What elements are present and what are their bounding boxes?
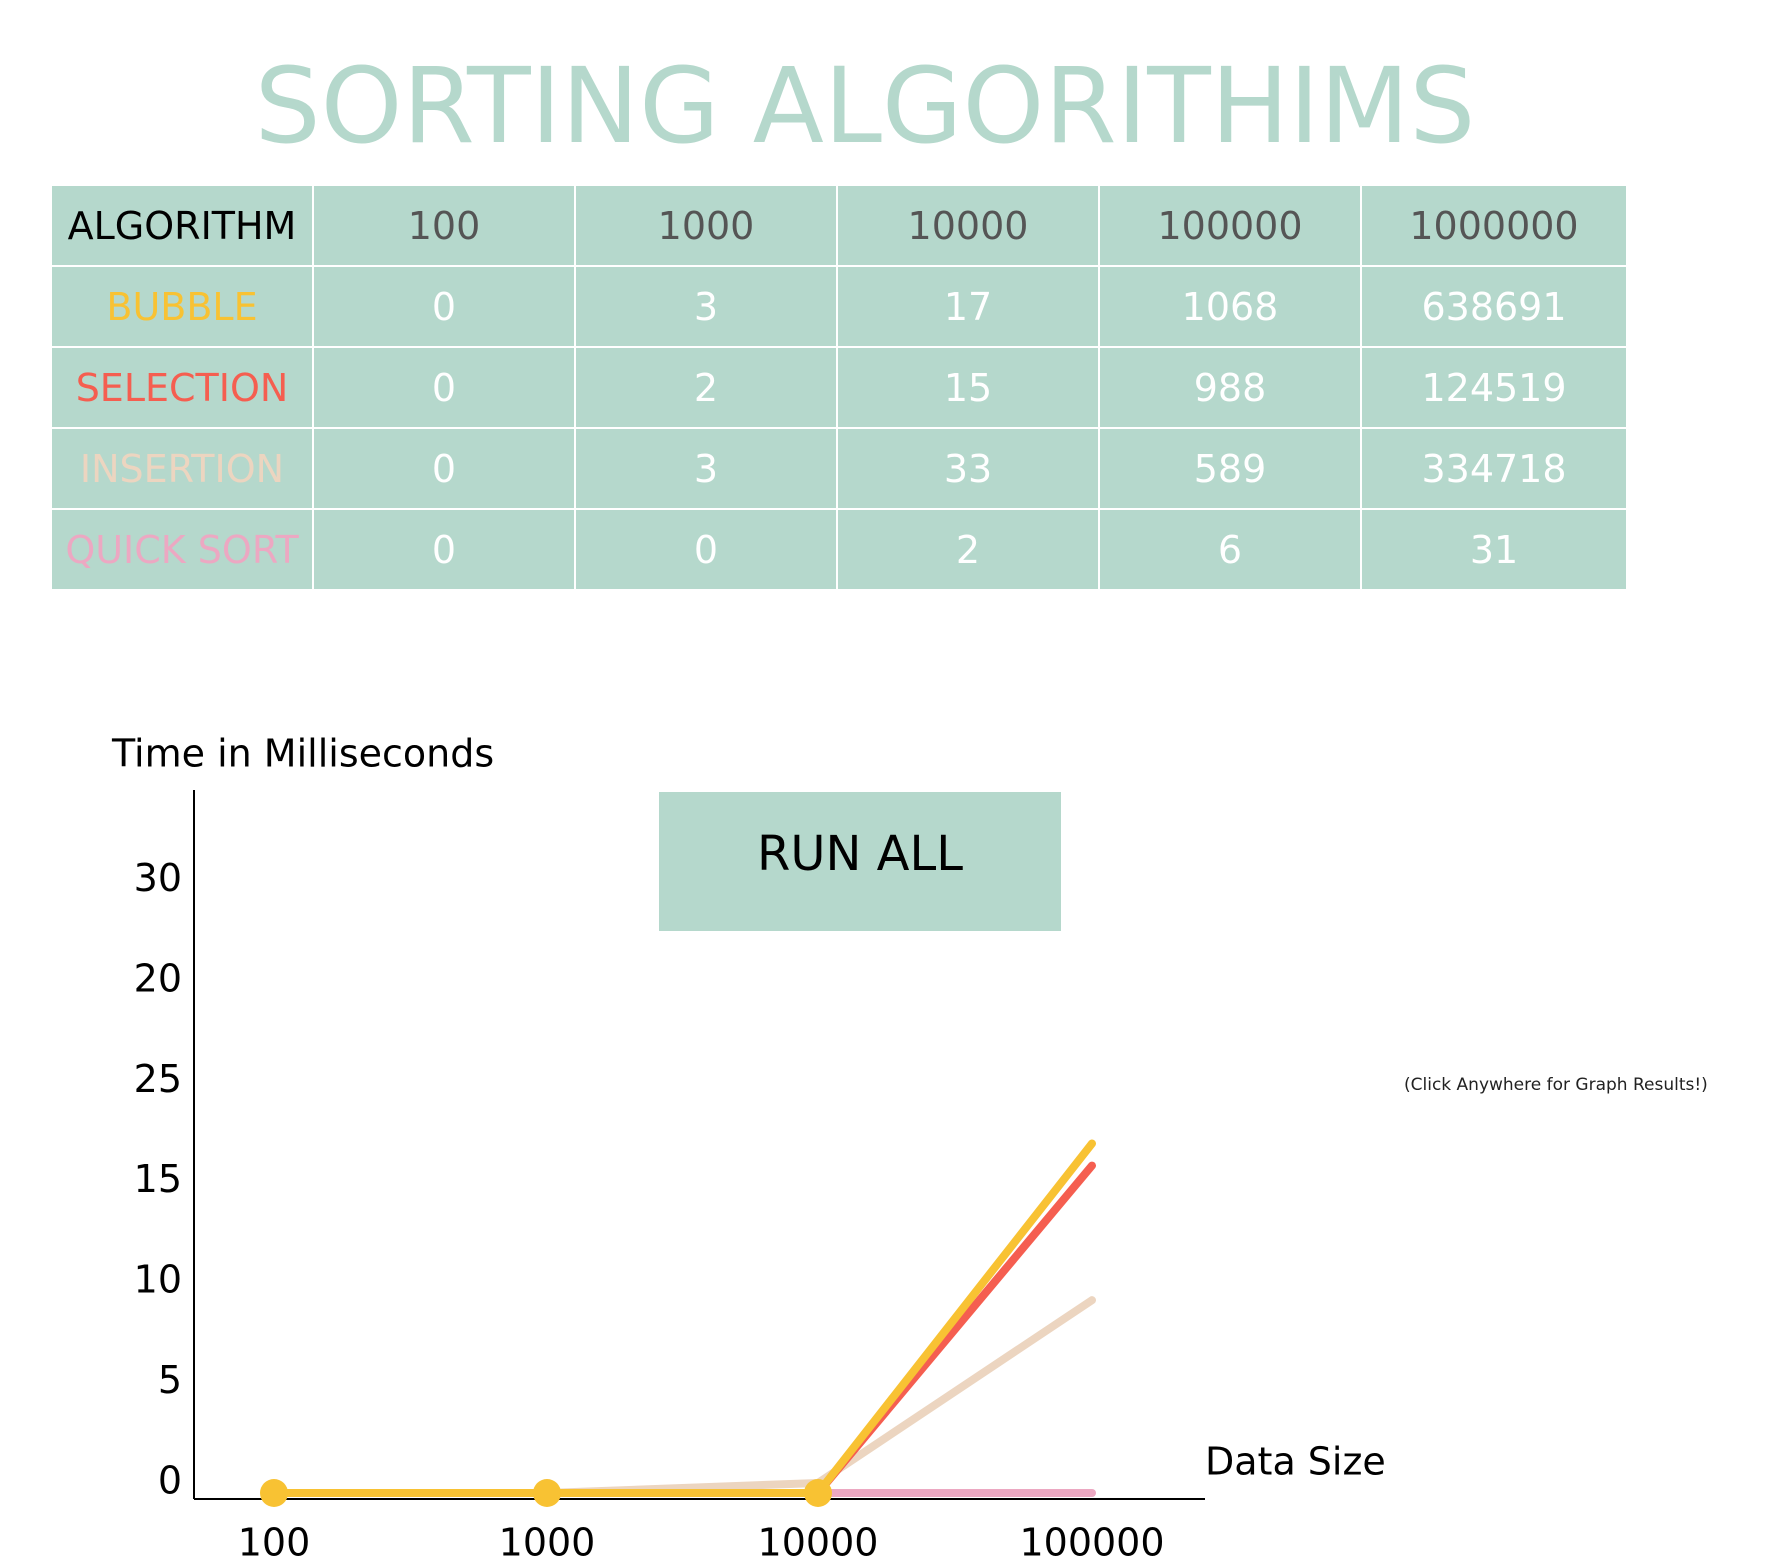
time-cell: 2: [838, 510, 1100, 591]
series-line: [270, 1139, 1096, 1497]
header-cell: 100000: [1100, 186, 1362, 267]
y-axis-title: Time in Milliseconds: [111, 732, 494, 776]
y-tick-label: 5: [158, 1358, 182, 1402]
time-cell: 0: [314, 267, 576, 348]
time-cell: 124519: [1362, 348, 1628, 429]
x-tick-label: 10000: [758, 1521, 879, 1565]
time-cell: 17: [838, 267, 1100, 348]
time-cell: 1068: [1100, 267, 1362, 348]
y-tick-label: 30: [134, 856, 182, 900]
header-cell: 1000000: [1362, 186, 1628, 267]
header-cell: ALGORITHM: [52, 186, 314, 267]
header-cell: 10000: [838, 186, 1100, 267]
header-cell: 1000: [576, 186, 838, 267]
time-cell: 638691: [1362, 267, 1628, 348]
time-cell: 988: [1100, 348, 1362, 429]
data-point: [804, 1479, 832, 1507]
y-tick-label: 15: [134, 1157, 182, 1201]
x-tick-label: 1000: [499, 1521, 596, 1565]
y-tick-label: 10: [134, 1258, 182, 1302]
algorithm-name: SELECTION: [52, 348, 314, 429]
time-cell: 3: [576, 267, 838, 348]
time-cell: 589: [1100, 429, 1362, 510]
series-line: [270, 1296, 1096, 1497]
algorithm-name: QUICK SORT: [52, 510, 314, 591]
algorithm-name: INSERTION: [52, 429, 314, 510]
page-title: SORTING ALGORITHIMS: [254, 45, 1476, 167]
results-table: ALGORITHM 100 1000 10000 100000 1000000 BUBBLE…: [52, 186, 1628, 591]
time-cell: 0: [314, 348, 576, 429]
x-tick-label: 100: [238, 1521, 311, 1565]
time-cell: 2: [576, 348, 838, 429]
time-cell: 334718: [1362, 429, 1628, 510]
algorithm-name: BUBBLE: [52, 267, 314, 348]
header-cell: 100: [314, 186, 576, 267]
run-all-button[interactable]: RUN ALL: [659, 792, 1061, 931]
time-cell: 0: [314, 429, 576, 510]
time-cell: 0: [314, 510, 576, 591]
time-cell: 33: [838, 429, 1100, 510]
hint-text: (Click Anywhere for Graph Results!): [1404, 1075, 1708, 1095]
time-cell: 3: [576, 429, 838, 510]
x-tick-label: 100000: [1019, 1521, 1164, 1565]
time-cell: 15: [838, 348, 1100, 429]
y-tick-label: 0: [158, 1459, 182, 1503]
series-line: [270, 1161, 1096, 1497]
y-tick-label: 20: [134, 956, 182, 1000]
data-point: [260, 1479, 288, 1507]
time-cell: 31: [1362, 510, 1628, 591]
time-cell: 6: [1100, 510, 1362, 591]
x-axis-title: Data Size: [1205, 1440, 1386, 1484]
data-point: [533, 1479, 561, 1507]
time-cell: 0: [576, 510, 838, 591]
y-tick-label: 25: [134, 1057, 182, 1101]
